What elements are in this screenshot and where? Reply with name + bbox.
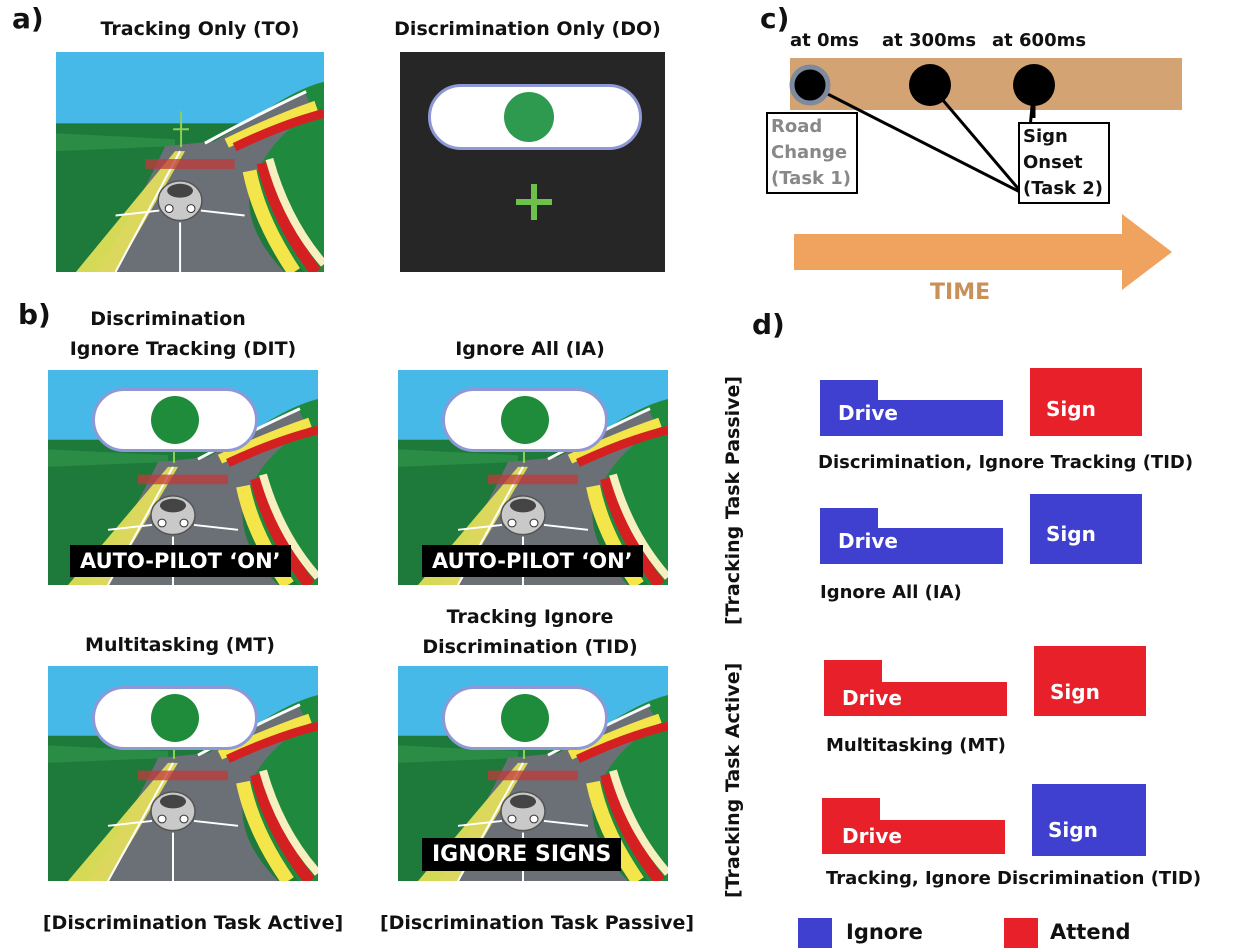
- road-illustration: [56, 52, 324, 272]
- drive-label: Drive: [838, 401, 898, 425]
- timeline-bar: [790, 58, 1182, 110]
- sign-block-row4: [1032, 784, 1146, 856]
- sign-block-row2: [1030, 494, 1142, 564]
- green-sign-icon: [501, 694, 549, 742]
- road-change-line2: Change: [771, 142, 848, 163]
- caption-row3: Multitasking (MT): [826, 735, 1006, 756]
- sign-pill: [428, 84, 642, 150]
- panel-label-d: d): [752, 308, 785, 341]
- event-circle-0ms: [789, 64, 831, 106]
- drive-block-row1: [820, 380, 1003, 436]
- sign-label: Sign: [1046, 397, 1096, 421]
- drive-label: Drive: [842, 824, 902, 848]
- caption-discrimination-active: [Discrimination Task Active]: [42, 912, 344, 934]
- sign-onset-box: Sign Onset (Task 2): [1018, 122, 1110, 204]
- caption-tid-line1: Tracking Ignore: [446, 606, 614, 628]
- green-sign-icon: [151, 396, 199, 444]
- label-300ms: at 300ms: [882, 30, 977, 51]
- green-sign-icon: [151, 694, 199, 742]
- caption-tid-line2: Discrimination (TID): [422, 636, 638, 658]
- time-label: TIME: [930, 280, 991, 305]
- legend-ignore-label: Ignore: [846, 920, 923, 944]
- sign-label: Sign: [1048, 818, 1098, 842]
- drive-block-row3: [824, 660, 1007, 716]
- legend-ignore-swatch: [798, 918, 832, 948]
- sign-pill: [442, 686, 608, 750]
- panel-label-c: c): [760, 2, 790, 35]
- sign-pill: [92, 686, 258, 750]
- green-sign-icon: [504, 92, 554, 142]
- sign-block-row1: [1030, 368, 1142, 436]
- caption-tracking-only: Tracking Only (TO): [100, 18, 300, 40]
- drive-label: Drive: [838, 529, 898, 553]
- label-0ms: at 0ms: [790, 30, 860, 51]
- scene-discrimination-only: [400, 52, 665, 272]
- label-tracking-passive: [Tracking Task Passive]: [722, 375, 744, 625]
- autopilot-banner: AUTO-PILOT ‘ON’: [422, 545, 643, 577]
- road-change-line1: Road: [771, 116, 823, 137]
- drive-block-row4: [822, 798, 1005, 854]
- caption-discrimination-passive: [Discrimination Task Passive]: [379, 912, 695, 934]
- caption-ia: Ignore All (IA): [455, 338, 605, 360]
- sign-onset-line3: (Task 2): [1023, 178, 1104, 199]
- event-circle-300ms: [909, 64, 951, 106]
- sign-onset-line1: Sign: [1023, 126, 1068, 147]
- sign-label: Sign: [1046, 522, 1096, 546]
- caption-row1: Discrimination, Ignore Tracking (TID): [818, 452, 1194, 473]
- scene-tracking-only: [56, 52, 324, 272]
- label-tracking-active: [Tracking Task Active]: [722, 662, 744, 898]
- time-arrow: [794, 214, 1172, 290]
- panel-label-b: b): [18, 298, 51, 331]
- road-change-box: Road Change (Task 1): [766, 112, 858, 194]
- legend-attend-swatch: [1004, 918, 1038, 948]
- caption-row4: Tracking, Ignore Discrimination (TID): [826, 868, 1202, 889]
- drive-block-row2: [820, 508, 1003, 564]
- caption-dit-line1: Discrimination: [90, 308, 246, 330]
- caption-discrimination-only: Discrimination Only (DO): [394, 18, 661, 40]
- sign-label: Sign: [1050, 680, 1100, 704]
- drive-label: Drive: [842, 686, 902, 710]
- panel-label-a: a): [12, 2, 44, 35]
- fixation-cross-v: [531, 184, 537, 220]
- caption-mt: Multitasking (MT): [85, 634, 275, 656]
- legend-attend-label: Attend: [1050, 920, 1131, 944]
- sign-pill: [92, 388, 258, 452]
- autopilot-banner: AUTO-PILOT ‘ON’: [70, 545, 291, 577]
- ignore-signs-banner: IGNORE SIGNS: [422, 838, 622, 871]
- caption-row2: Ignore All (IA): [820, 582, 962, 603]
- sign-block-row3: [1034, 646, 1146, 716]
- sign-onset-line2: Onset: [1023, 152, 1083, 173]
- sign-pill: [442, 388, 608, 452]
- road-change-line3: (Task 1): [771, 168, 852, 189]
- green-sign-icon: [501, 396, 549, 444]
- timeline-diagram: [789, 58, 1182, 290]
- caption-dit-line2: Ignore Tracking (DIT): [69, 338, 297, 360]
- label-600ms: at 600ms: [992, 30, 1087, 51]
- event-circle-600ms: [1013, 64, 1055, 106]
